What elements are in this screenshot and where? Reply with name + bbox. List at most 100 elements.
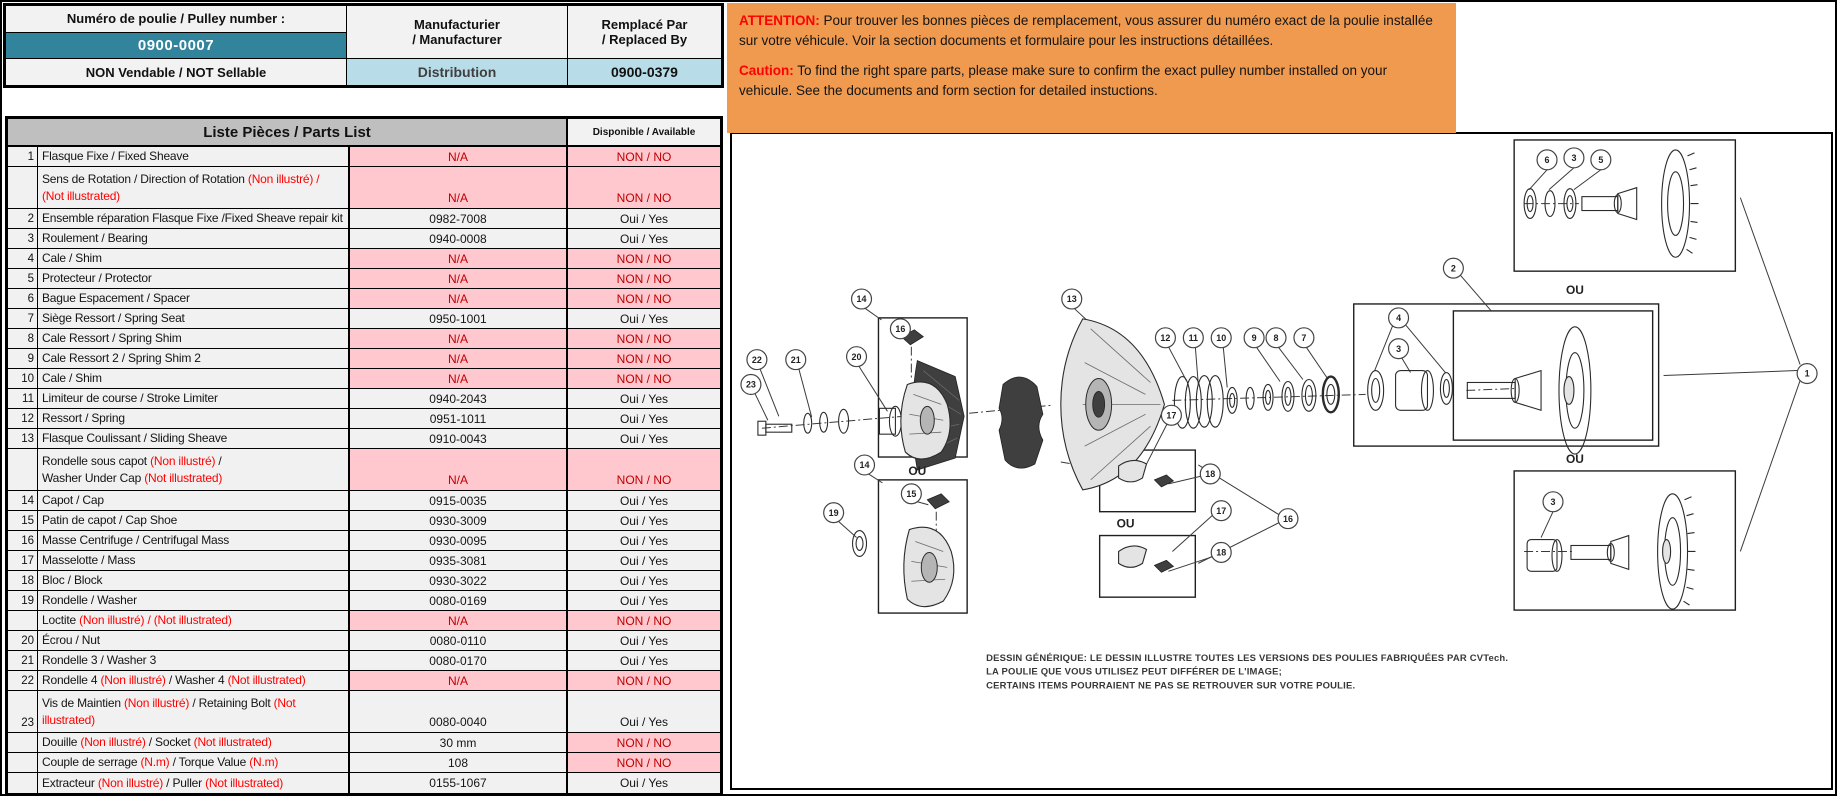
callout-balloon-8: 8 (1265, 327, 1287, 349)
available-column-header: Disponible / Available (568, 119, 720, 145)
parts-row: 14 Capot / Cap 0915-0035 Oui / Yes (8, 491, 720, 511)
part-number: 0982-7008 (348, 209, 568, 228)
availability: Oui / Yes (619, 231, 669, 246)
svg-text:23: 23 (746, 380, 756, 390)
svg-text:5: 5 (1598, 155, 1603, 165)
part-number: 0950-1001 (348, 309, 568, 328)
callout-balloon-20: 20 (845, 346, 868, 368)
shim-bearing-group (1367, 370, 1453, 411)
part-description: Limiteur de course / Stroke Limiter (42, 391, 218, 406)
row-number: 1 (8, 147, 38, 166)
callout-balloon-23: 23 (740, 373, 762, 396)
part-description: Rondelle sous capot (Non illustré) / Wash… (42, 454, 223, 485)
part-description: Douille (Non illustré) / Socket (Not ill… (42, 735, 272, 750)
row-number: 20 (8, 631, 38, 650)
row-number (8, 167, 38, 208)
part-number: N/A (348, 329, 568, 348)
row-number (8, 733, 38, 752)
svg-text:8: 8 (1274, 333, 1279, 343)
callout-balloon-18: 18 (1199, 463, 1221, 485)
part-description: Rondelle / Washer (42, 593, 137, 608)
availability: Oui / Yes (619, 776, 669, 790)
parts-row: 18 Bloc / Block 0930-3022 Oui / Yes (8, 571, 720, 591)
row-number: 2 (8, 209, 38, 228)
parts-row: 2 Ensemble réparation Flasque Fixe /Fixed… (8, 209, 720, 229)
svg-text:20: 20 (852, 352, 862, 362)
row-number (8, 611, 38, 630)
part-description: Patin de capot / Cap Shoe (42, 513, 178, 528)
parts-list-title: Liste Pièces / Parts List (8, 119, 568, 145)
parts-row: Extracteur (Non illustré) / Puller (Not … (8, 773, 720, 793)
part-number: 0910-0043 (348, 429, 568, 448)
callout-balloon-3: 3 (1388, 338, 1410, 360)
parts-row: 4 Cale / Shim N/A NON / NO (8, 249, 720, 269)
retaining-bolt-and-washers (757, 405, 902, 437)
diagram-panel: OU OU OU OU 1 2 6 3 5 4 3 3 13 12 11 10 9 8 7 14 16 14 15 1… (730, 132, 1833, 790)
callout-balloon-16: 16 (889, 318, 911, 340)
part-number: N/A (348, 671, 568, 690)
part-number: 0935-3081 (348, 551, 568, 570)
part-description: Extracteur (Non illustré) / Puller (Not … (42, 775, 284, 790)
pulley-header-table: Numéro de poulie / Pulley number : 0900-… (3, 3, 724, 88)
svg-text:4: 4 (1396, 313, 1401, 323)
or-label-cap: OU (908, 464, 926, 478)
or-label-top-right: OU (1566, 283, 1584, 297)
part-number: 0940-2043 (348, 389, 568, 408)
row-number: 23 (8, 691, 38, 732)
svg-text:16: 16 (1283, 514, 1293, 524)
callout-balloon-9: 9 (1243, 327, 1265, 349)
part-number: 0155-1067 (348, 773, 568, 793)
fixed-sheave-option-middle (1466, 326, 1592, 455)
parts-row: 3 Roulement / Bearing 0940-0008 Oui / Yes (8, 229, 720, 249)
row-number: 22 (8, 671, 38, 690)
row-number (8, 773, 38, 793)
part-number: N/A (348, 349, 568, 368)
svg-text:21: 21 (791, 355, 801, 365)
part-description: Roulement / Bearing (42, 231, 148, 246)
svg-text:17: 17 (1216, 506, 1226, 516)
part-number: N/A (348, 611, 568, 630)
callout-balloon-15: 15 (900, 483, 922, 505)
svg-text:18: 18 (1205, 469, 1215, 479)
part-description: Cale Ressort / Spring Shim (42, 331, 182, 346)
washer-part-19 (852, 530, 868, 557)
svg-text:16: 16 (895, 324, 905, 334)
parts-row: 6 Bague Espacement / Spacer N/A NON / NO (8, 289, 720, 309)
attention-paragraph-en: Caution: To find the right spare parts, … (739, 61, 1444, 100)
availability: Oui / Yes (619, 653, 669, 668)
availability: Oui / Yes (619, 391, 669, 406)
availability: Oui / Yes (619, 715, 669, 729)
part-number: 0915-0035 (348, 491, 568, 510)
row-number: 10 (8, 369, 38, 388)
parts-row: 7 Siège Ressort / Spring Seat 0950-1001 Oui… (8, 309, 720, 329)
part-description: Écrou / Nut (42, 633, 100, 648)
row-number: 4 (8, 249, 38, 268)
spider-part (998, 376, 1044, 469)
part-description: Masselotte / Mass (42, 553, 136, 568)
availability: NON / NO (568, 611, 720, 630)
fixed-sheave-option-top (1523, 149, 1699, 258)
svg-text:3: 3 (1571, 153, 1576, 163)
part-number: 0080-0169 (348, 591, 568, 610)
parts-row: 10 Cale / Shim N/A NON / NO (8, 369, 720, 389)
part-description: Cale / Shim (42, 371, 102, 386)
manufacturer-column: Manufacturier / Manufacturer Distributio… (347, 6, 568, 85)
manufacturer-header-fr: Manufacturier (414, 17, 500, 32)
callout-balloon-10: 10 (1210, 327, 1232, 349)
part-description: Sens de Rotation / Direction of Rotation… (42, 172, 320, 203)
availability: Oui / Yes (619, 553, 669, 568)
cap-option-top (900, 329, 951, 460)
availability: NON / NO (568, 329, 720, 348)
part-description: Cale Ressort 2 / Spring Shim 2 (42, 351, 201, 366)
part-description: Rondelle 4 (Non illustré) / Washer 4 (No… (42, 673, 306, 688)
part-description: Rondelle 3 / Washer 3 (42, 653, 157, 668)
mass-option-upper (1118, 459, 1175, 488)
manufacturer-header: Manufacturier / Manufacturer (347, 6, 567, 59)
or-label-mass: OU (1117, 517, 1135, 531)
parts-list-table: Liste Pièces / Parts List Disponible / A… (5, 116, 723, 796)
availability: NON / NO (568, 671, 720, 690)
callout-balloon-17: 17 (1210, 500, 1232, 522)
parts-row: 20 Écrou / Nut 0080-0110 Oui / Yes (8, 631, 720, 651)
part-number: 108 (348, 753, 568, 772)
